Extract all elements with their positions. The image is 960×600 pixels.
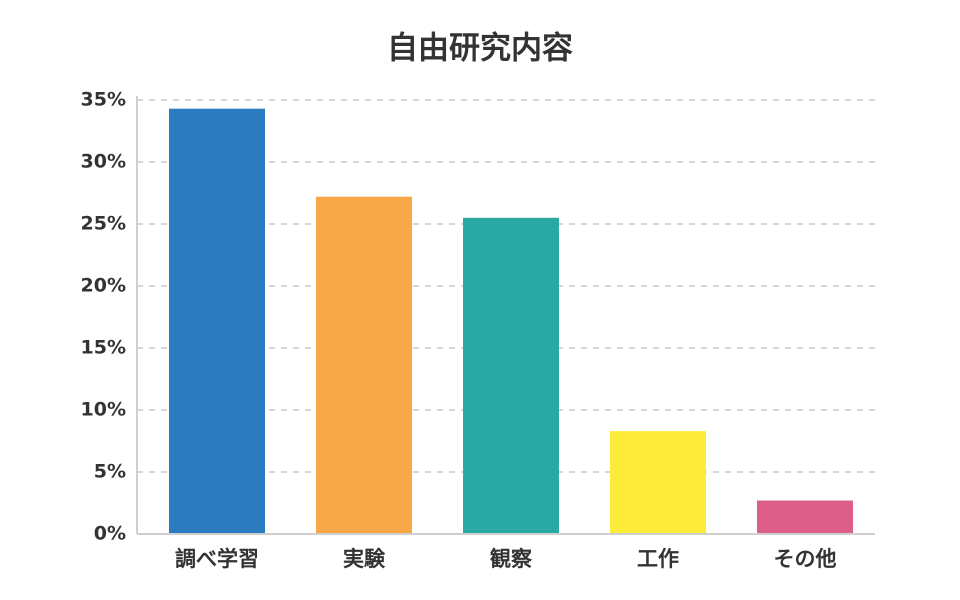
y-tick-label: 30% <box>81 151 126 173</box>
bar <box>463 217 559 535</box>
y-tick-label: 25% <box>81 213 126 235</box>
x-tick-label: その他 <box>774 547 837 571</box>
y-tick-label: 35% <box>81 89 126 111</box>
bar <box>169 108 265 535</box>
bar <box>757 500 853 534</box>
x-tick-label: 調べ学習 <box>175 547 259 571</box>
y-tick-label: 20% <box>81 275 126 297</box>
y-tick-label: 15% <box>81 337 126 359</box>
y-tick-label: 10% <box>81 399 126 421</box>
x-tick-label: 実験 <box>343 547 386 571</box>
chart-title: 自由研究内容 <box>387 31 573 67</box>
x-tick-label: 観察 <box>490 547 533 571</box>
bar <box>316 196 412 534</box>
x-tick-label: 工作 <box>637 547 679 571</box>
y-tick-label: 5% <box>94 461 126 483</box>
y-tick-label: 0% <box>94 523 126 545</box>
bar <box>610 431 706 534</box>
